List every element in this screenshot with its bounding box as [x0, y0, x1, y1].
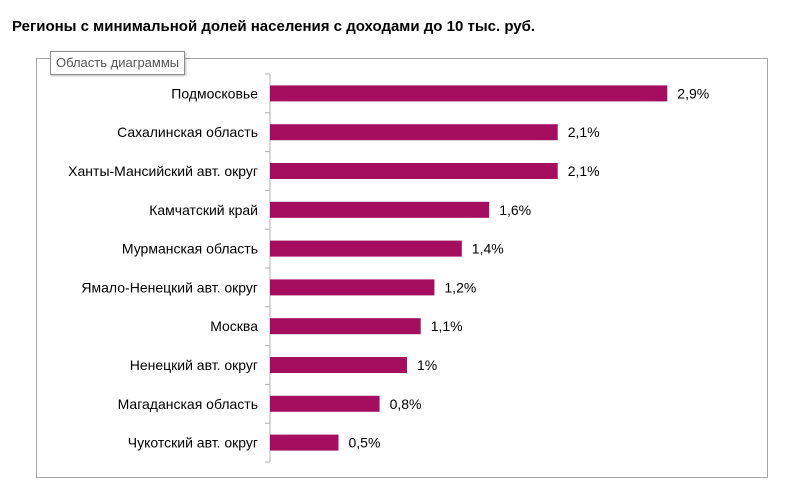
category-label-9: Чукотский авт. округ	[128, 435, 258, 451]
chart-area[interactable]	[36, 58, 768, 478]
category-label-0: Подмосковье	[171, 85, 258, 101]
category-label-3: Камчатский край	[149, 202, 258, 218]
category-label-7: Ненецкий авт. округ	[130, 357, 258, 373]
category-label-8: Магаданская область	[118, 396, 258, 412]
category-label-4: Мурманская область	[122, 241, 258, 257]
chart-area-tooltip: Область диаграммы	[50, 51, 186, 75]
data-label-6: 1,1%	[431, 318, 463, 334]
category-label-6: Москва	[210, 318, 258, 334]
bar-1[interactable]	[270, 124, 558, 141]
data-label-0: 2,9%	[677, 85, 709, 101]
data-label-1: 2,1%	[568, 124, 600, 140]
category-label-1: Сахалинская область	[117, 124, 258, 140]
data-label-5: 1,2%	[444, 279, 476, 295]
chart-title: Регионы с минимальной долей населения с …	[12, 18, 536, 35]
data-label-3: 1,6%	[499, 202, 531, 218]
category-label-2: Ханты-Мансийский авт. округ	[68, 163, 258, 179]
data-label-9: 0,5%	[349, 435, 381, 451]
bar-7[interactable]	[270, 357, 407, 373]
bar-0[interactable]	[270, 85, 668, 102]
category-label-5: Ямало-Ненецкий авт. округ	[81, 279, 258, 295]
bar-4[interactable]	[270, 240, 462, 257]
bar-9[interactable]	[270, 434, 339, 451]
data-label-7: 1%	[417, 357, 437, 373]
bar-2[interactable]	[270, 163, 558, 179]
data-label-2: 2,1%	[568, 163, 600, 179]
bar-5[interactable]	[270, 279, 435, 296]
bar-8[interactable]	[270, 395, 380, 412]
bar-3[interactable]	[270, 201, 490, 218]
bar-6[interactable]	[270, 318, 421, 335]
data-label-4: 1,4%	[472, 241, 504, 257]
data-label-8: 0,8%	[390, 396, 422, 412]
